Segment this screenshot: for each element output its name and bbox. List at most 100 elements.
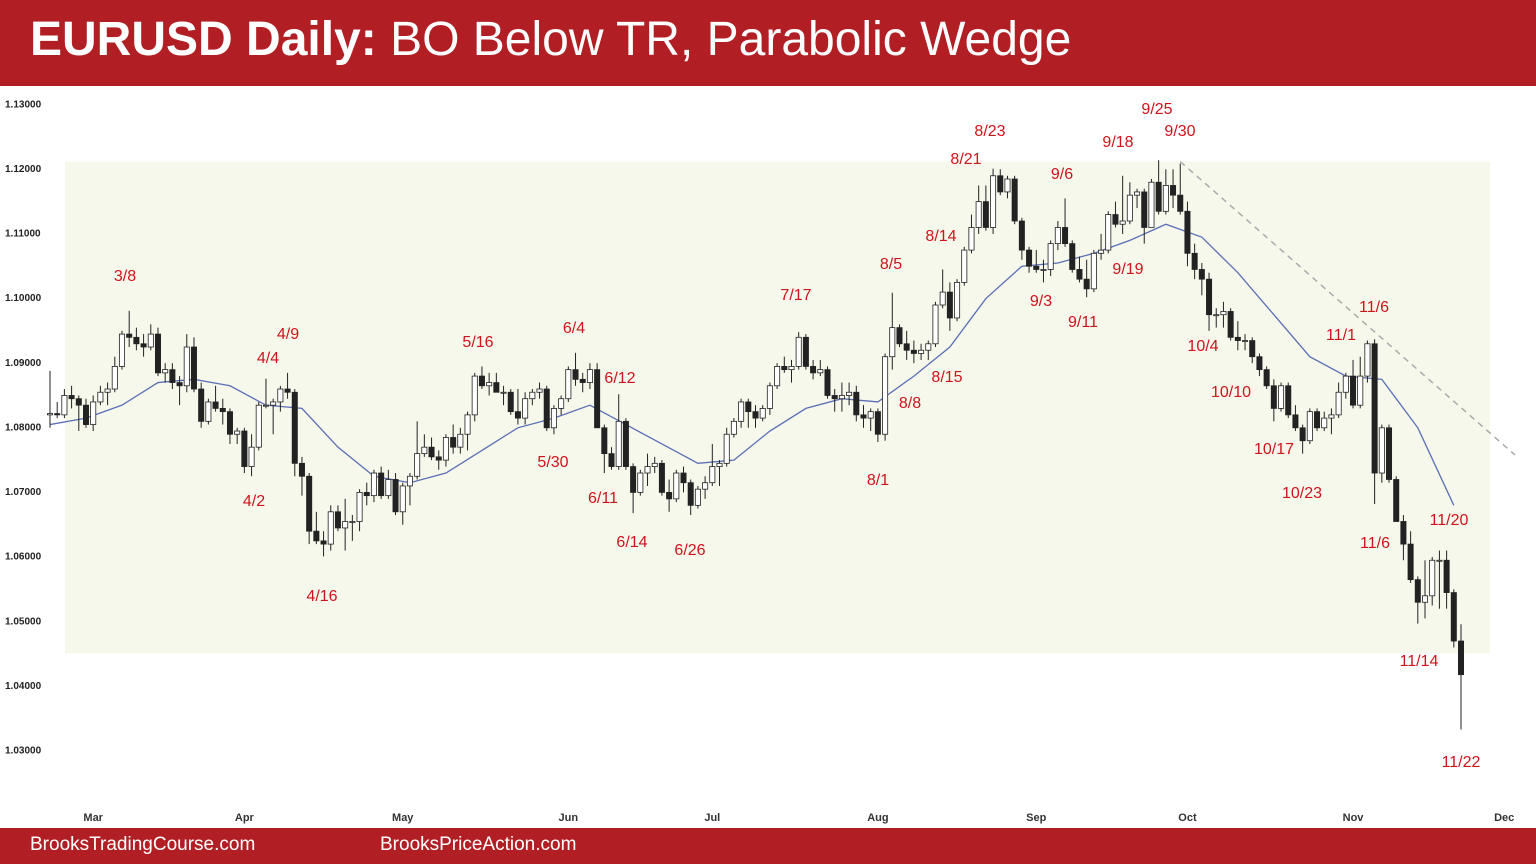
candle-body [846,391,853,396]
candle-body [903,343,910,351]
candle-body [183,346,190,387]
candle-body [147,333,154,348]
candle-body [658,462,665,493]
candle-body [1220,311,1227,316]
candle-body [1263,369,1270,387]
candle-body [1090,252,1097,290]
candle-body [90,401,97,425]
candle-body [1429,559,1436,597]
y-tick-label: 1.13000 [5,99,42,110]
candle-body [1242,340,1249,342]
candle-body [889,327,896,358]
candle-body [716,462,723,467]
candle-body [1335,391,1342,416]
candle-body [234,430,241,435]
candle-body [205,401,212,422]
candle-body [1062,227,1069,245]
x-tick-label: Jun [559,812,579,824]
y-tick-label: 1.11000 [5,229,41,240]
x-tick-label: Mar [83,812,103,824]
candle-body [918,349,925,354]
candle-body [514,411,521,419]
x-tick-label: Sep [1026,812,1046,824]
annotation: 4/9 [277,326,299,343]
candle-body [1234,336,1241,341]
y-tick-label: 1.04000 [5,681,42,692]
candle-body [601,427,608,455]
y-tick-label: 1.12000 [5,164,42,175]
candle-body [306,475,313,532]
candle-body [1134,191,1141,196]
annotation: 6/14 [616,534,647,551]
candle-body [133,336,140,345]
candle-body [486,382,493,387]
candle-body [882,356,889,435]
candle-body [637,472,644,493]
candle-body [644,466,651,474]
candle-body [262,404,269,407]
annotation: 5/16 [462,334,493,351]
candle-body [680,472,687,484]
candle-body [349,521,356,523]
candle-body [392,479,399,513]
candle-body [1126,194,1133,222]
candle-body [666,492,673,500]
candle-body [1054,227,1061,245]
candle-body [464,414,471,435]
candle-body [219,408,226,413]
footer: BrooksTradingCourse.com BrooksPriceActio… [0,828,1536,864]
candle-body [932,304,939,345]
candle-body [1350,375,1357,406]
candle-body [1342,375,1349,393]
annotation: 8/15 [931,369,962,386]
annotation: 9/3 [1030,293,1052,310]
candle-body [1386,427,1393,480]
candle-body [1155,181,1162,212]
candle-body [651,462,658,467]
candle-body [1256,356,1263,371]
candle-body [522,398,529,419]
candle-body [1191,252,1198,270]
candle-body [169,369,176,383]
candle-body [248,446,255,467]
candle-body [687,482,694,506]
candle-body [1249,340,1256,358]
candle-body [1378,427,1385,474]
annotation: 6/12 [604,370,635,387]
candle-body [457,433,464,448]
candle-body [738,401,745,422]
moving-average [49,223,1455,506]
candle-body [946,291,953,319]
annotation: 8/14 [925,228,956,245]
annotation: 10/17 [1254,441,1294,458]
candle-body [356,492,363,522]
annotation: 9/6 [1051,166,1073,183]
candle-body [1148,181,1155,228]
candle-body [1285,385,1292,416]
candle-body [867,411,874,419]
annotation: 9/11 [1068,314,1098,331]
x-tick-label: Oct [1178,812,1197,824]
candle-body [1292,414,1299,429]
candle-body [1393,479,1400,522]
candle-body [1328,414,1335,419]
candle-body [550,408,557,429]
y-tick-label: 1.06000 [5,552,42,563]
candle-body [428,446,435,458]
annotation: 3/8 [114,268,136,285]
candle-body [1443,559,1450,593]
annotation: 11/6 [1360,535,1390,552]
candle-body [1004,178,1011,193]
x-tick-label: Dec [1494,812,1514,824]
candle-body [1026,249,1033,267]
candle-body [1436,559,1443,562]
title-bold: EURUSD Daily: [30,13,377,66]
candle-body [1278,385,1285,409]
candle-body [1011,178,1018,222]
y-tick-label: 1.09000 [5,358,42,369]
candle-body [313,530,320,542]
candle-body [558,398,565,409]
candle-body [54,413,61,416]
candle-body [1400,521,1407,545]
candle-body [594,369,601,429]
